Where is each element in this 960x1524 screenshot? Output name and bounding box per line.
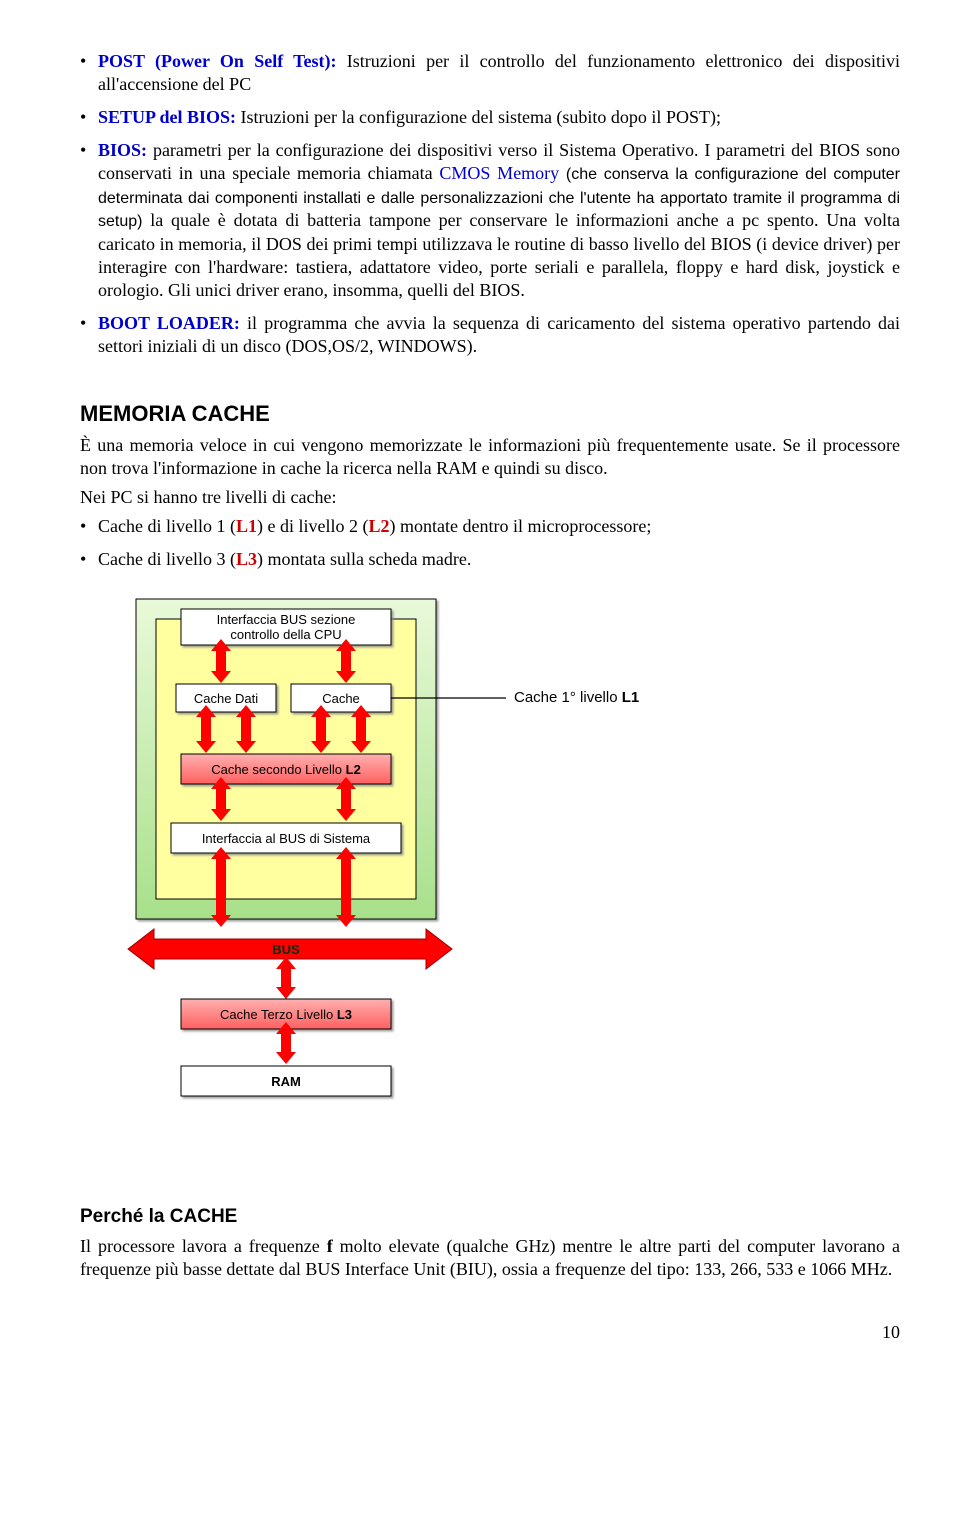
page-number: 10 bbox=[80, 1321, 900, 1344]
cache-diagram: Interfaccia BUS sezione controllo della … bbox=[126, 589, 900, 1155]
heading-memoria-cache: MEMORIA CACHE bbox=[80, 400, 900, 428]
diagram-svg: Interfaccia BUS sezione controllo della … bbox=[126, 589, 686, 1149]
bullet-l3: Cache di livello 3 (L3) montata sulla sc… bbox=[98, 548, 900, 571]
bullet-list-cache: Cache di livello 1 (L1) e di livello 2 (… bbox=[80, 515, 900, 571]
text-bios-2: la quale è dotata di batteria tampone pe… bbox=[98, 210, 900, 300]
para-perche: Il processore lavora a frequenze f molto… bbox=[80, 1235, 900, 1281]
cache: Cache bbox=[322, 691, 360, 706]
cmos: CMOS Memory bbox=[439, 163, 559, 183]
term-post: POST (Power On Self Test): bbox=[98, 51, 337, 71]
bullet-l1l2: Cache di livello 1 (L1) e di livello 2 (… bbox=[98, 515, 900, 538]
bus-label: BUS bbox=[272, 942, 300, 957]
bullet-bios: BIOS: parametri per la configurazione de… bbox=[98, 139, 900, 302]
l2: L2 bbox=[368, 516, 389, 536]
term-bios: BIOS: bbox=[98, 140, 147, 160]
cache-dati: Cache Dati bbox=[194, 691, 258, 706]
bullet-post: POST (Power On Self Test): Istruzioni pe… bbox=[98, 50, 900, 96]
ifbus-l1: Interfaccia BUS sezione bbox=[217, 612, 356, 627]
ext-label: Cache 1° livello L1 bbox=[514, 689, 639, 706]
l1: L1 bbox=[236, 516, 257, 536]
bullet-bootloader: BOOT LOADER: il programma che avvia la s… bbox=[98, 312, 900, 358]
para-cache-2: Nei PC si hanno tre livelli di cache: bbox=[80, 486, 900, 509]
svg-text:controllo della CPU: controllo della CPU bbox=[230, 627, 341, 642]
bullet-setup: SETUP del BIOS: Istruzioni per la config… bbox=[98, 106, 900, 129]
ram: RAM bbox=[271, 1074, 301, 1089]
heading-perche: Perché la CACHE bbox=[80, 1205, 900, 1229]
l3-box: Cache Terzo Livello L3 bbox=[220, 1007, 352, 1022]
term-setup: SETUP del BIOS: bbox=[98, 107, 236, 127]
l2-box: Cache secondo Livello L2 bbox=[211, 762, 361, 777]
ifsys: Interfaccia al BUS di Sistema bbox=[202, 831, 371, 846]
l3: L3 bbox=[236, 549, 257, 569]
para-cache-1: È una memoria veloce in cui vengono memo… bbox=[80, 434, 900, 480]
text-setup: Istruzioni per la configurazione del sis… bbox=[236, 107, 721, 127]
bullet-list-top: POST (Power On Self Test): Istruzioni pe… bbox=[80, 50, 900, 358]
term-bootloader: BOOT LOADER: bbox=[98, 313, 240, 333]
